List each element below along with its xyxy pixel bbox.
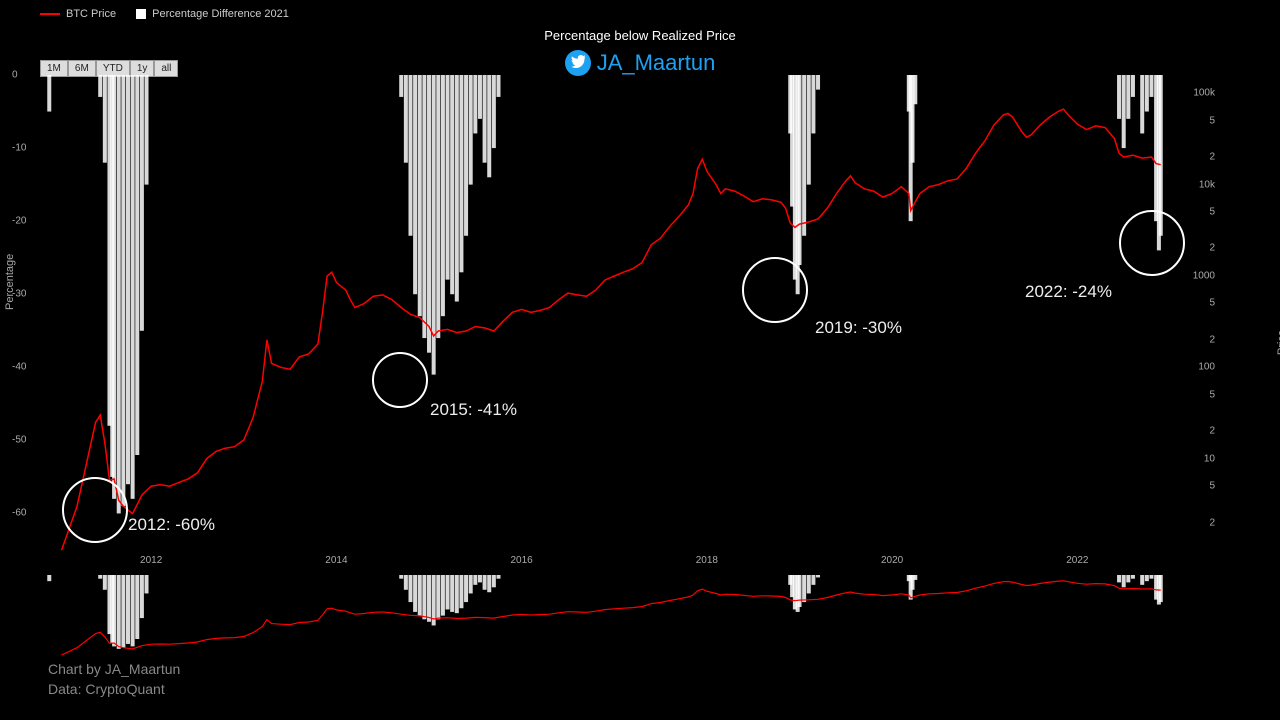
y-left-tick: -40: [12, 362, 26, 373]
x-tick: 2022: [1066, 555, 1088, 566]
credit-line1: Chart by JA_Maartun: [48, 660, 180, 680]
annotation-label: 2019: -30%: [815, 318, 902, 338]
annotation-circle: [742, 257, 808, 323]
y-right-tick: 1000: [1193, 270, 1215, 281]
y-right-tick: 2: [1209, 334, 1215, 345]
y-right-tick: 10: [1204, 453, 1215, 464]
annotation-label: 2022: -24%: [1025, 282, 1112, 302]
y-right-tick: 5: [1209, 298, 1215, 309]
y-right-tick: 100: [1198, 362, 1215, 373]
twitter-link[interactable]: JA_Maartun: [565, 50, 716, 76]
y-right-tick: 5: [1209, 207, 1215, 218]
y-right-tick: 2: [1209, 243, 1215, 254]
legend-btc-label: BTC Price: [66, 8, 116, 20]
annotation-circle: [62, 477, 128, 543]
y-right-tick: 5: [1209, 481, 1215, 492]
legend-btc: BTC Price: [40, 8, 116, 20]
y-right-tick: 5: [1209, 115, 1215, 126]
y-left-tick: -10: [12, 143, 26, 154]
x-tick: 2016: [511, 555, 533, 566]
author-handle: JA_Maartun: [0, 50, 1280, 76]
twitter-icon: [565, 50, 591, 76]
main-chart[interactable]: [40, 75, 1170, 550]
y-right-tick: 2: [1209, 517, 1215, 528]
chart-title: Percentage below Realized Price: [0, 28, 1280, 43]
legend-pct-label: Percentage Difference 2021: [152, 8, 289, 20]
y-right-tick: 5: [1209, 389, 1215, 400]
credit-line2: Data: CryptoQuant: [48, 680, 180, 700]
y-left-tick: -30: [12, 289, 26, 300]
y-right-tick: 2: [1209, 152, 1215, 163]
annotation-label: 2015: -41%: [430, 400, 517, 420]
annotation-label: 2012: -60%: [128, 515, 215, 535]
y-axis-right-label: Price: [1276, 330, 1280, 355]
legend-pct-swatch: [136, 9, 146, 19]
credits: Chart by JA_Maartun Data: CryptoQuant: [48, 660, 180, 699]
handle-text: JA_Maartun: [597, 50, 716, 76]
y-left-tick: -20: [12, 216, 26, 227]
x-tick: 2018: [696, 555, 718, 566]
y-right-tick: 10k: [1199, 179, 1215, 190]
legend-pct: Percentage Difference 2021: [136, 8, 289, 20]
annotation-circle: [372, 352, 428, 408]
annotation-circle: [1119, 210, 1185, 276]
y-axis-left-label: Percentage: [4, 254, 16, 310]
legend: BTC Price Percentage Difference 2021: [40, 8, 289, 20]
y-left-tick: -60: [12, 508, 26, 519]
y-left-tick: 0: [12, 70, 18, 81]
x-tick: 2012: [140, 555, 162, 566]
legend-btc-swatch: [40, 13, 60, 15]
x-tick: 2014: [325, 555, 347, 566]
y-left-tick: -50: [12, 435, 26, 446]
x-tick: 2020: [881, 555, 903, 566]
y-right-tick: 100k: [1193, 88, 1215, 99]
y-right-tick: 2: [1209, 426, 1215, 437]
range-overview-chart[interactable]: [40, 575, 1170, 655]
